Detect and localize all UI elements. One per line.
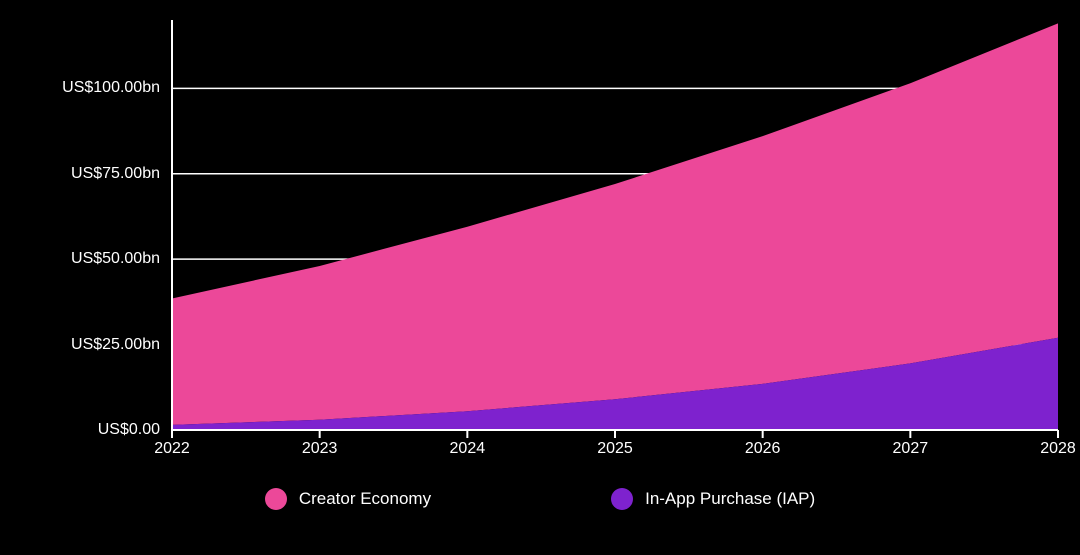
- chart-svg: [0, 0, 1080, 555]
- x-tick-label: 2022: [154, 440, 190, 458]
- legend-swatch: [265, 488, 287, 510]
- x-tick-label: 2027: [893, 440, 929, 458]
- legend-label: In-App Purchase (IAP): [645, 489, 815, 509]
- y-tick-label: US$75.00bn: [71, 165, 160, 183]
- legend: Creator Economy In-App Purchase (IAP): [0, 488, 1080, 510]
- y-tick-label: US$25.00bn: [71, 336, 160, 354]
- legend-swatch: [611, 488, 633, 510]
- legend-item-iap: In-App Purchase (IAP): [611, 488, 815, 510]
- y-tick-label: US$100.00bn: [62, 79, 160, 97]
- legend-label: Creator Economy: [299, 489, 431, 509]
- y-tick-label: US$0.00: [98, 421, 160, 439]
- x-tick-label: 2023: [302, 440, 338, 458]
- x-tick-label: 2025: [597, 440, 633, 458]
- x-tick-label: 2028: [1040, 440, 1076, 458]
- x-tick-label: 2026: [745, 440, 781, 458]
- area-chart: US$0.00 US$25.00bn US$50.00bn US$75.00bn US$…: [0, 0, 1080, 555]
- legend-item-creator-economy: Creator Economy: [265, 488, 431, 510]
- y-tick-label: US$50.00bn: [71, 250, 160, 268]
- x-tick-label: 2024: [450, 440, 486, 458]
